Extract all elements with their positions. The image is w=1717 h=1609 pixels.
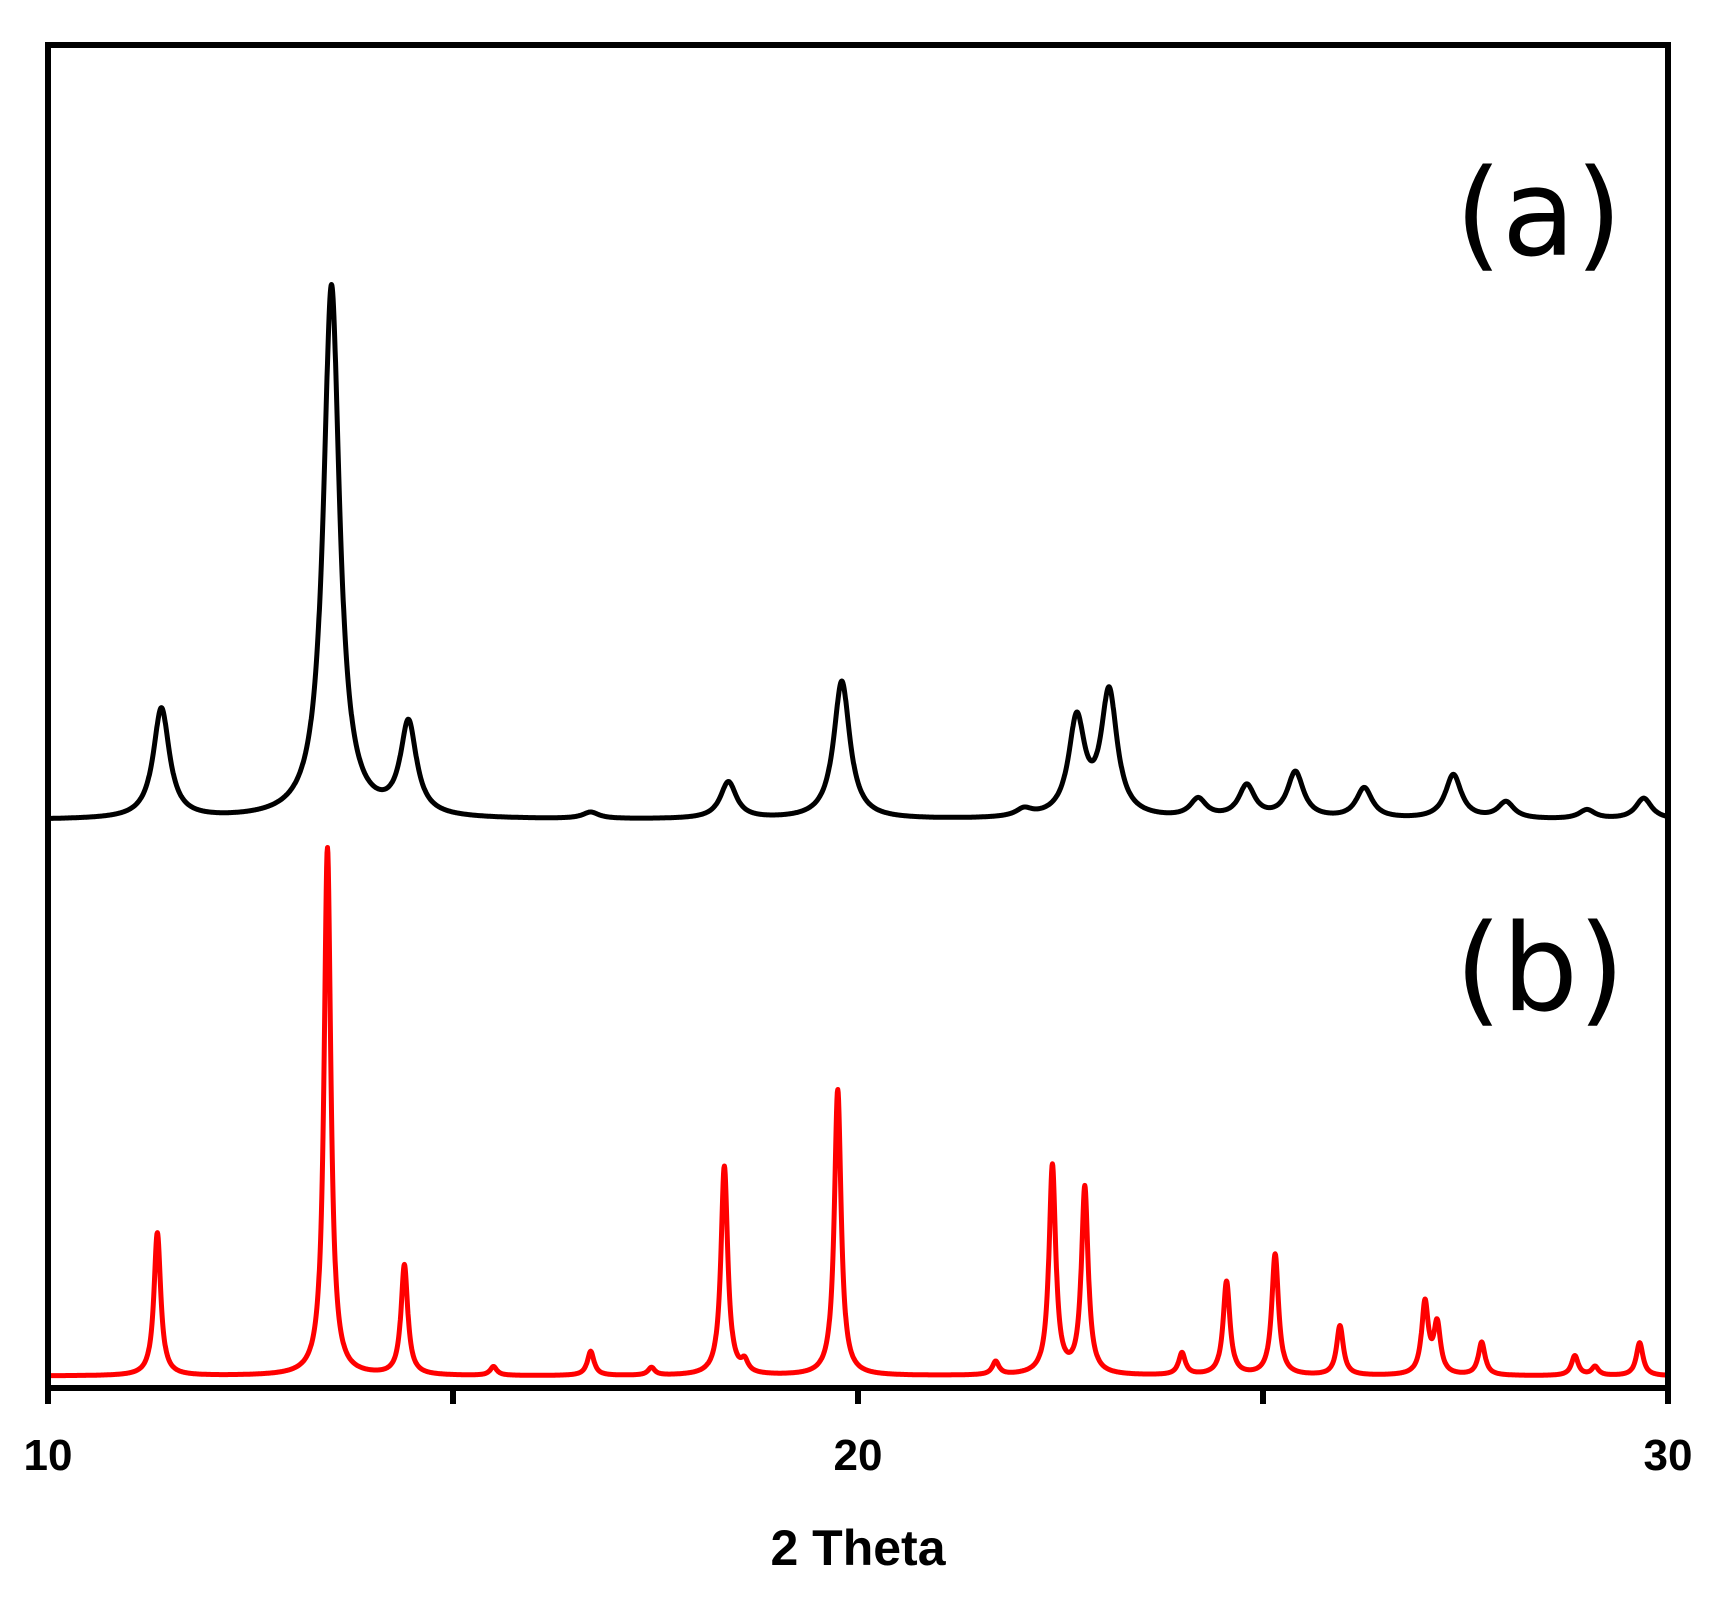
x-axis-title: 2 Theta bbox=[770, 1520, 946, 1576]
x-axis-ticks: 10 20 30 bbox=[24, 1388, 1693, 1480]
series-line-b bbox=[45, 845, 1671, 1379]
panel-label-b: (b) bbox=[1455, 900, 1625, 1039]
x-tick-label-10: 10 bbox=[24, 1431, 73, 1480]
x-tick-label-20: 20 bbox=[834, 1431, 883, 1480]
panel-label-a: (a) bbox=[1455, 145, 1622, 284]
series-line-a bbox=[45, 282, 1671, 821]
series-layer bbox=[45, 282, 1671, 1379]
x-tick-label-30: 30 bbox=[1644, 1431, 1693, 1480]
